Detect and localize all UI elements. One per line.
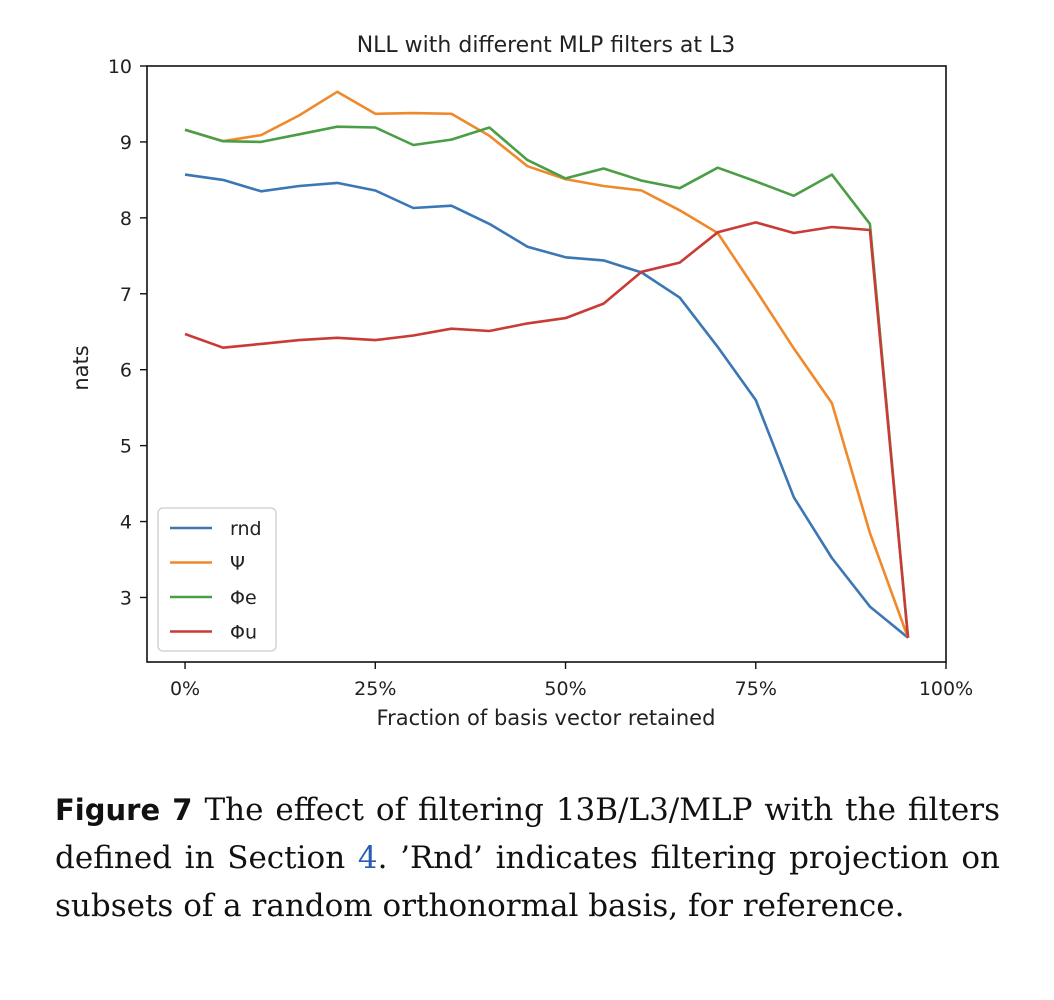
x-tick-label: 0% xyxy=(170,678,200,700)
legend-box xyxy=(157,507,277,652)
y-axis-ticks: 3 4 5 6 7 8 9 10 xyxy=(108,56,147,609)
x-tick-label: 100% xyxy=(919,678,973,700)
y-tick-label: 3 xyxy=(120,587,132,609)
plot-lines xyxy=(184,90,910,639)
legend-label: Φe xyxy=(230,587,257,609)
y-tick-label: 9 xyxy=(120,132,132,154)
legend: rnd Ψ Φe Φu xyxy=(157,507,277,652)
y-tick-label: 4 xyxy=(120,512,132,534)
legend-label: Ψ xyxy=(230,553,245,575)
caption-text-before: The effect of filtering 13B/L3/MLP with … xyxy=(55,792,1000,876)
section-reference-link[interactable]: 4 xyxy=(357,840,378,876)
series-line-1 xyxy=(184,173,909,639)
chart-title: NLL with different MLP filters at L3 xyxy=(357,33,736,58)
series-line-4 xyxy=(184,221,910,638)
figure-caption: Figure 7 The effect of filtering 13B/L3/M… xyxy=(55,786,1000,930)
x-tick-label: 25% xyxy=(354,678,396,700)
y-tick-label: 5 xyxy=(120,436,132,458)
line-chart: NLL with different MLP filters at L3 0% 2… xyxy=(69,33,973,730)
x-tick-label: 75% xyxy=(735,678,777,700)
legend-label: Φu xyxy=(230,622,257,644)
x-axis-label: Fraction of basis vector retained xyxy=(377,706,716,730)
legend-label: rnd xyxy=(230,518,262,540)
y-tick-label: 7 xyxy=(120,284,132,306)
series-line-2 xyxy=(184,90,910,639)
y-axis-label: nats xyxy=(69,345,93,390)
plot-frame xyxy=(146,65,947,663)
caption-text-after: . ’Rnd’ indicates filtering projection o… xyxy=(55,840,1001,924)
y-tick-label: 8 xyxy=(120,208,132,230)
x-tick-label: 50% xyxy=(544,678,586,700)
figure-label: Figure 7 xyxy=(55,793,193,827)
series-line-3 xyxy=(184,125,910,638)
y-tick-label: 10 xyxy=(108,56,132,78)
y-tick-label: 6 xyxy=(120,360,132,382)
x-axis-ticks: 0% 25% 50% 75% 100% xyxy=(170,662,973,700)
